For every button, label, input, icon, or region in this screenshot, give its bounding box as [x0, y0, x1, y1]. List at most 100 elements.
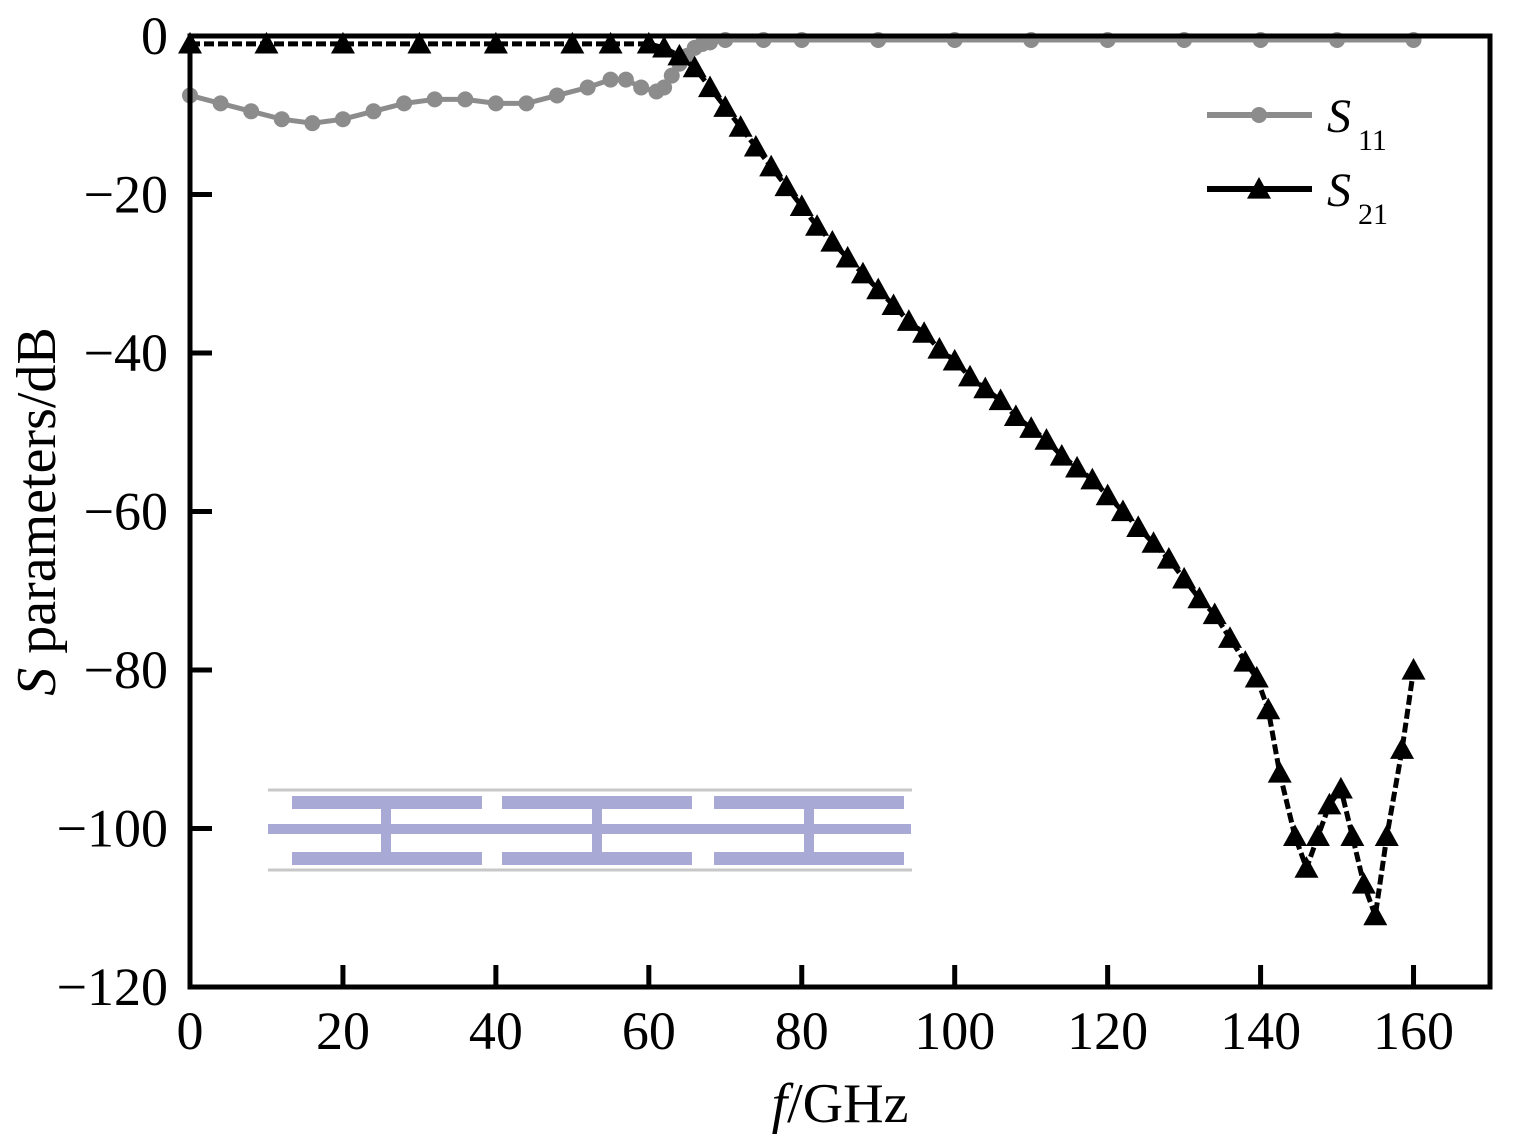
s21-marker — [1374, 824, 1399, 847]
s21-marker — [1080, 467, 1105, 490]
inset-stub-2 — [592, 805, 602, 855]
s21-marker — [805, 214, 830, 236]
y-tick-label: −120 — [57, 957, 168, 1017]
s21-marker — [1187, 586, 1212, 609]
inset-top-bar-1 — [292, 796, 482, 809]
s21-marker — [1065, 455, 1090, 478]
s21-marker — [667, 43, 692, 66]
s11-marker — [487, 95, 504, 112]
s21-marker — [850, 261, 875, 284]
s21-marker — [1233, 650, 1258, 672]
s21-marker — [789, 194, 814, 216]
s21-marker — [728, 115, 753, 137]
s21-marker — [1244, 665, 1269, 688]
inset-top-bar-3 — [714, 796, 904, 809]
y-tick-label: −100 — [57, 799, 168, 859]
y-axis-label: S parameters/dB — [6, 327, 68, 696]
s21-marker — [1328, 776, 1353, 799]
s21-marker — [881, 293, 906, 316]
s21-marker — [1110, 499, 1135, 522]
x-tick-label: 100 — [914, 1001, 995, 1061]
s21-marker — [652, 35, 677, 58]
s21-marker — [682, 55, 707, 78]
s21-marker — [1003, 404, 1028, 426]
s11-marker — [426, 91, 443, 108]
s21-marker — [1401, 658, 1426, 680]
s21-marker — [1305, 824, 1330, 847]
s21-marker — [1202, 602, 1227, 625]
filter-layout-inset — [268, 788, 912, 872]
x-tick-label: 80 — [775, 1001, 829, 1061]
inset-stub-3 — [804, 805, 814, 855]
inset-bottom-bar-2 — [502, 852, 692, 865]
x-tick-label: 40 — [469, 1001, 523, 1061]
s11-marker — [663, 67, 680, 84]
s11-marker — [518, 95, 535, 112]
s21-marker — [1034, 428, 1059, 450]
legend-label: S — [1327, 90, 1351, 143]
s21-marker — [942, 348, 967, 371]
s11-marker — [212, 95, 229, 112]
legend-label: S — [1327, 164, 1351, 217]
x-tick-label: 0 — [177, 1001, 204, 1061]
s21-marker — [1218, 626, 1242, 648]
legend-marker — [1251, 107, 1267, 123]
x-tick-label: 120 — [1067, 1001, 1148, 1061]
s11-marker — [656, 79, 673, 96]
s21-marker — [1141, 531, 1166, 553]
s21-marker — [698, 75, 722, 98]
series-layer — [178, 31, 1426, 926]
s21-marker — [1294, 856, 1319, 878]
legend-label-subscript: 21 — [1358, 198, 1388, 231]
s21-marker — [598, 31, 623, 54]
s11-marker — [334, 111, 351, 128]
s21-marker — [866, 277, 891, 300]
s11-marker — [273, 111, 290, 128]
s21-marker — [407, 31, 432, 54]
s21-marker — [636, 31, 661, 54]
s21-marker — [927, 337, 952, 359]
s21-marker — [820, 230, 845, 252]
s21-marker — [912, 321, 937, 343]
y-tick-label: −80 — [84, 640, 168, 700]
s21-marker — [988, 388, 1013, 411]
s21-marker — [973, 376, 998, 399]
s21-marker — [1172, 566, 1197, 589]
s21-marker — [835, 245, 860, 268]
legend: S 11S 21 — [1207, 90, 1388, 231]
y-tick-label: −40 — [84, 323, 168, 383]
s21-marker — [1390, 737, 1415, 759]
s11-marker — [304, 115, 321, 132]
s21-marker — [1351, 871, 1376, 894]
inset-top-bar-2 — [502, 796, 692, 809]
s21-marker — [774, 174, 799, 197]
inset-bottom-bar-3 — [714, 852, 904, 865]
s21-marker — [896, 309, 921, 331]
inset-bottom-bar-1 — [292, 852, 482, 865]
s21-line — [190, 41, 1416, 917]
s21-marker — [1126, 515, 1151, 537]
x-tick-label: 20 — [316, 1001, 370, 1061]
s21-marker — [759, 154, 784, 177]
s21-marker — [958, 364, 982, 387]
legend-marker — [1247, 177, 1271, 199]
axis-ticks: 0 20 40 60 80 100 120 140 160 0 −20 −40 −60 −80 −100 −1… — [57, 6, 1454, 1061]
x-axis-label: f/GHz — [772, 1073, 909, 1135]
s11-marker — [365, 103, 382, 120]
y-tick-label: −60 — [84, 482, 168, 542]
s21-marker — [1363, 903, 1388, 926]
s11-marker — [633, 79, 650, 96]
s11-marker — [457, 91, 474, 108]
x-tick-label: 160 — [1373, 1001, 1454, 1061]
s21-marker — [483, 31, 508, 54]
s21-marker — [713, 95, 738, 117]
legend-label-subscript: 11 — [1358, 124, 1387, 157]
legend-item-s21: S 21 — [1207, 164, 1388, 231]
s21-marker — [1095, 483, 1120, 506]
x-tick-label: 140 — [1220, 1001, 1301, 1061]
inset-center-line — [268, 824, 911, 834]
s11-marker — [579, 79, 596, 96]
inset-stub-1 — [381, 805, 391, 855]
s21-marker — [1256, 697, 1281, 720]
